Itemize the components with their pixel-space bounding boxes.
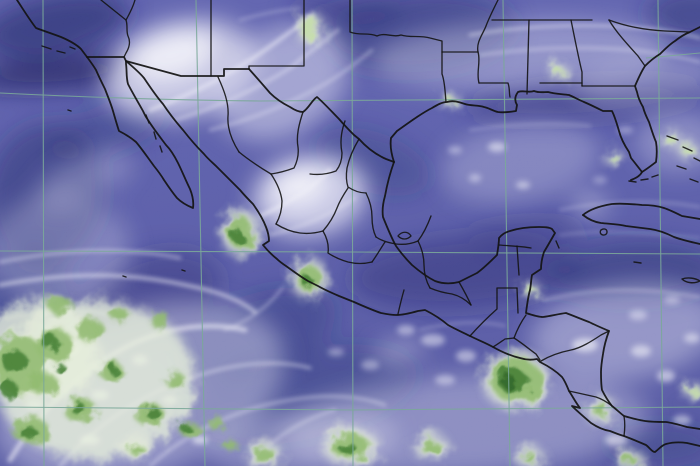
satellite-image — [0, 0, 700, 466]
film-grain-overlay — [0, 0, 700, 466]
weather-map-svg — [0, 0, 700, 466]
